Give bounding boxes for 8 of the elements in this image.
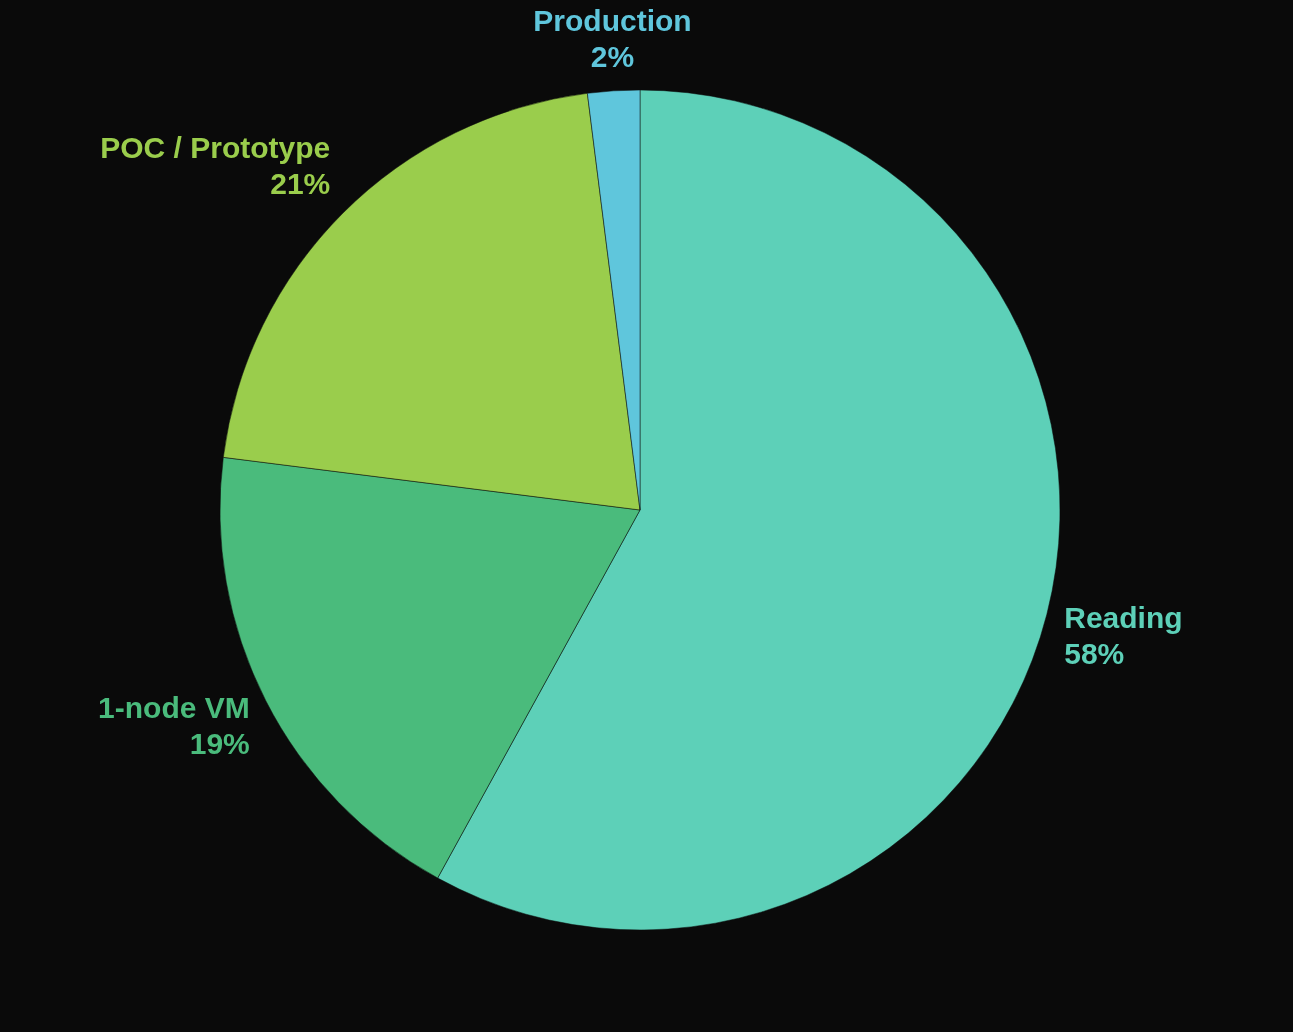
slice-label: 1-node VM: [98, 690, 250, 724]
slice-label: Reading: [1064, 600, 1183, 634]
data-label: 2%: [590, 39, 635, 73]
slice-label: Production: [533, 3, 692, 37]
data-label: 58%: [1064, 636, 1125, 670]
slice-label: POC / Prototype: [100, 131, 331, 165]
data-label: 21%: [270, 167, 331, 201]
data-label: 19%: [189, 726, 250, 760]
